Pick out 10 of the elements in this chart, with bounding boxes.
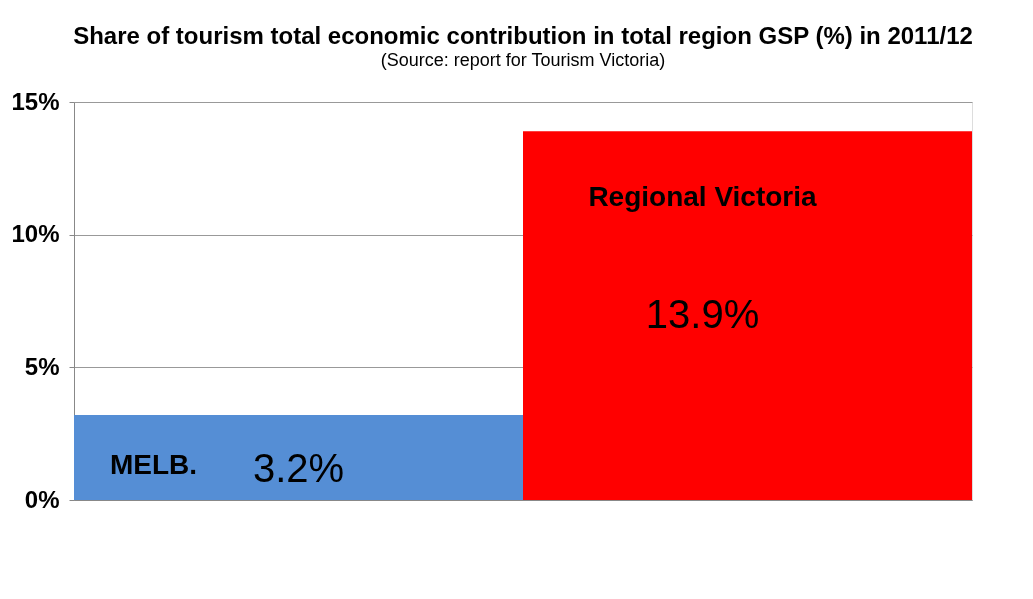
chart-title: Share of tourism total economic contribution in total region GSP (%) in 2011/12 — [73, 22, 973, 49]
data-label: 3.2% — [252, 446, 345, 491]
chart-subtitle: (Source: report for Tourism Victoria) — [380, 50, 666, 70]
y-tick-label: 5% — [24, 352, 60, 380]
x-tick-label: Regional Victoria — [588, 180, 818, 212]
data-label: 13.9% — [645, 291, 760, 336]
y-tick-label: 10% — [11, 220, 60, 248]
x-tick-label: MELB. — [109, 449, 198, 481]
y-tick-label: 0% — [24, 485, 60, 513]
y-tick-label: 15% — [11, 87, 60, 115]
